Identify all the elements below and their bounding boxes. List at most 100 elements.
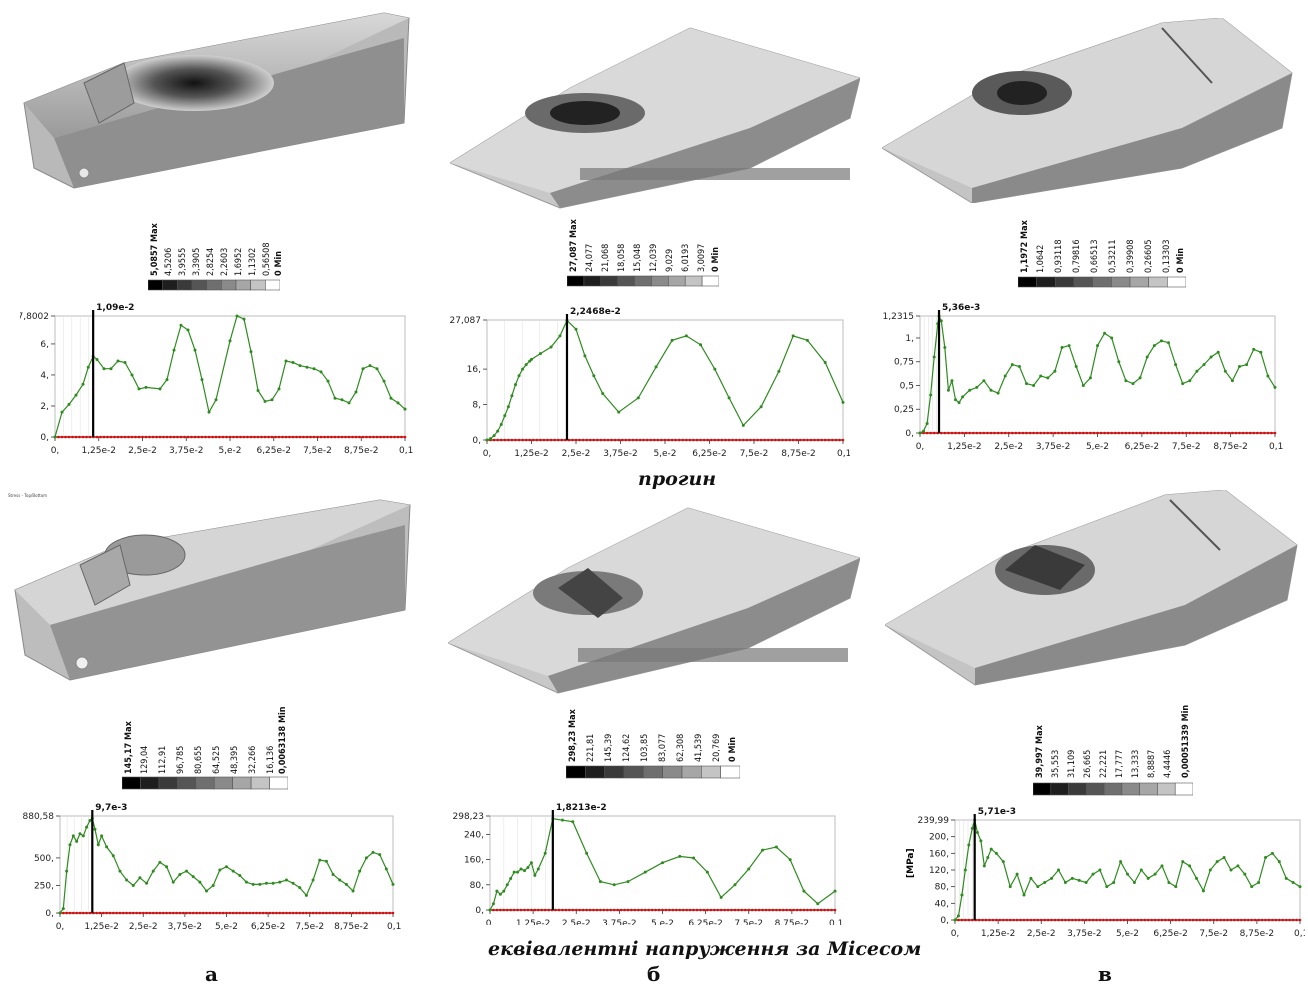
baseline-point	[158, 435, 162, 439]
baseline-point	[1212, 918, 1216, 922]
series-point	[1167, 880, 1171, 884]
baseline-point	[1103, 431, 1106, 435]
series-point	[1238, 364, 1241, 368]
series-point	[954, 398, 957, 402]
series-point	[340, 398, 344, 402]
baseline-point	[193, 435, 197, 439]
baseline-point	[737, 908, 740, 912]
series-point	[654, 365, 658, 369]
baseline-point	[1240, 918, 1243, 922]
series-point	[1298, 885, 1302, 889]
legend-value: 35,553	[1051, 749, 1061, 778]
legend-value: 0,39908	[1126, 239, 1136, 273]
baseline-point	[816, 438, 820, 442]
series-point	[922, 429, 926, 433]
baseline-point	[749, 438, 752, 442]
legend-value: 145,39	[604, 733, 614, 762]
baseline-point	[1174, 431, 1177, 435]
baseline-point	[809, 908, 813, 912]
series-point	[344, 882, 348, 886]
baseline-point	[984, 918, 988, 922]
legend-value: 3,3905	[192, 247, 202, 276]
baseline-point	[1112, 918, 1115, 922]
y-tick-label: 120,	[929, 866, 949, 876]
plot-frame	[59, 815, 394, 914]
series-point	[626, 880, 630, 884]
baseline-point	[1033, 918, 1036, 922]
series-point	[963, 868, 967, 872]
baseline-point	[826, 908, 830, 912]
series-point	[777, 369, 781, 373]
legend-value: 112,91	[158, 745, 168, 774]
baseline-point	[606, 438, 610, 442]
baseline-point	[960, 918, 964, 922]
baseline-point	[1012, 918, 1015, 922]
series-point	[298, 886, 302, 890]
series-point	[86, 365, 90, 369]
legend-color-cell	[177, 279, 193, 291]
baseline-point	[510, 438, 514, 442]
legend-b-stress: 298,23 Max 221,81 145,39 124,62 103,85 8…	[566, 690, 740, 792]
series-point	[318, 858, 322, 862]
baseline-point	[557, 908, 561, 912]
series-point	[244, 880, 248, 884]
series-point	[1201, 889, 1205, 893]
legend-color-cell	[140, 776, 160, 790]
x-tick-label: 3,75e-2	[603, 449, 638, 459]
baseline-point	[1164, 918, 1167, 922]
baseline-point	[378, 911, 381, 915]
baseline-point	[668, 908, 671, 912]
legend-value: 41,539	[694, 733, 704, 762]
plot-frame	[486, 319, 844, 441]
y-tick-label: 1,	[905, 334, 914, 344]
baseline-point	[284, 435, 288, 439]
baseline-point	[709, 438, 713, 442]
baseline-point	[105, 911, 108, 915]
series-point	[88, 818, 92, 822]
column-label-b: б	[647, 962, 661, 986]
time-marker-label: 1,8213e-2	[556, 803, 607, 813]
baseline-point	[141, 911, 145, 915]
series-point	[391, 882, 395, 886]
baseline-point	[75, 911, 78, 915]
legend-min: 0,0063138 Min	[278, 706, 288, 774]
chart-a-stress: 0, 250, 500, 880,58 0, 1,25e-2 2,5e-2 3,75e-2 5,…	[23, 803, 402, 932]
series-point	[774, 845, 778, 849]
baseline-point	[57, 435, 60, 439]
legend-max: 145,17 Max	[124, 721, 134, 774]
baseline-point	[596, 438, 599, 442]
baseline-point	[268, 911, 272, 915]
series-point	[165, 378, 169, 382]
baseline-point	[645, 438, 649, 442]
baseline-point	[631, 438, 635, 442]
baseline-point	[95, 435, 99, 439]
series-point	[719, 895, 723, 899]
baseline-point	[756, 438, 759, 442]
baseline-point	[802, 438, 806, 442]
baseline-point	[261, 911, 265, 915]
baseline-point	[1089, 431, 1092, 435]
baseline-point	[784, 438, 788, 442]
baseline-point	[1096, 431, 1099, 435]
series-point	[516, 870, 520, 874]
baseline-point	[1095, 918, 1098, 922]
baseline-point	[1192, 431, 1195, 435]
baseline-point	[802, 908, 806, 912]
baseline-point	[235, 435, 239, 439]
baseline-point	[568, 908, 571, 912]
baseline-point	[245, 911, 248, 915]
baseline-point	[1082, 431, 1085, 435]
legend-value: 6,0193	[681, 243, 691, 272]
baseline-point	[1184, 918, 1188, 922]
series-point	[1167, 341, 1170, 345]
baseline-point	[385, 911, 388, 915]
series-point	[805, 338, 809, 342]
legend-max: 27,087 Max	[569, 219, 579, 272]
baseline-point	[761, 908, 764, 912]
chart-a-deflection: 0, 2, 4, 6, 7,8002 0, 1,25e-2 2,5e-2 3,75e-2 5,e-…	[20, 303, 413, 456]
baseline-point	[635, 438, 638, 442]
baseline-point	[830, 908, 833, 912]
y-tick-label: 0,	[475, 906, 484, 916]
series-point	[125, 878, 129, 882]
baseline-point	[118, 911, 122, 915]
